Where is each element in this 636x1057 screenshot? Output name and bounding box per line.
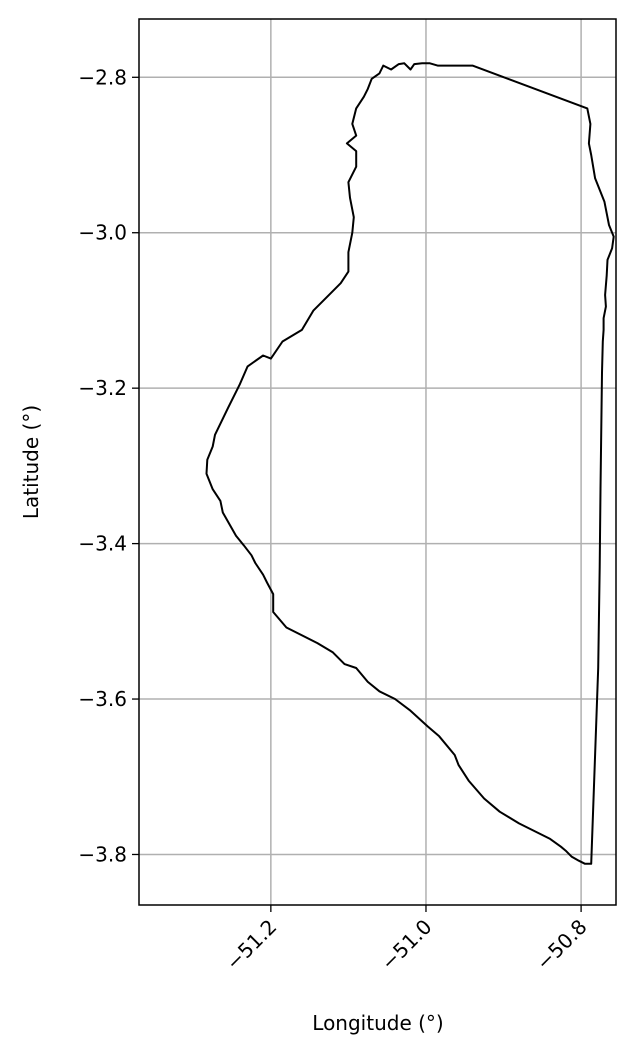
- y-axis-label: Latitude (°): [19, 405, 43, 519]
- y-tick-label: −3.8: [78, 842, 127, 866]
- y-tick-label: −3.0: [78, 221, 127, 245]
- x-axis-label: Longitude (°): [312, 1011, 443, 1035]
- y-tick-label: −3.6: [78, 687, 127, 711]
- boundary-line: [205, 62, 615, 865]
- boundary-outline: [205, 62, 615, 865]
- y-tick-label: −2.8: [78, 65, 127, 89]
- grid: [139, 19, 616, 905]
- plot-frame: [138, 18, 617, 906]
- y-tick-label: −3.2: [78, 376, 127, 400]
- y-tick-label: −3.4: [78, 532, 127, 556]
